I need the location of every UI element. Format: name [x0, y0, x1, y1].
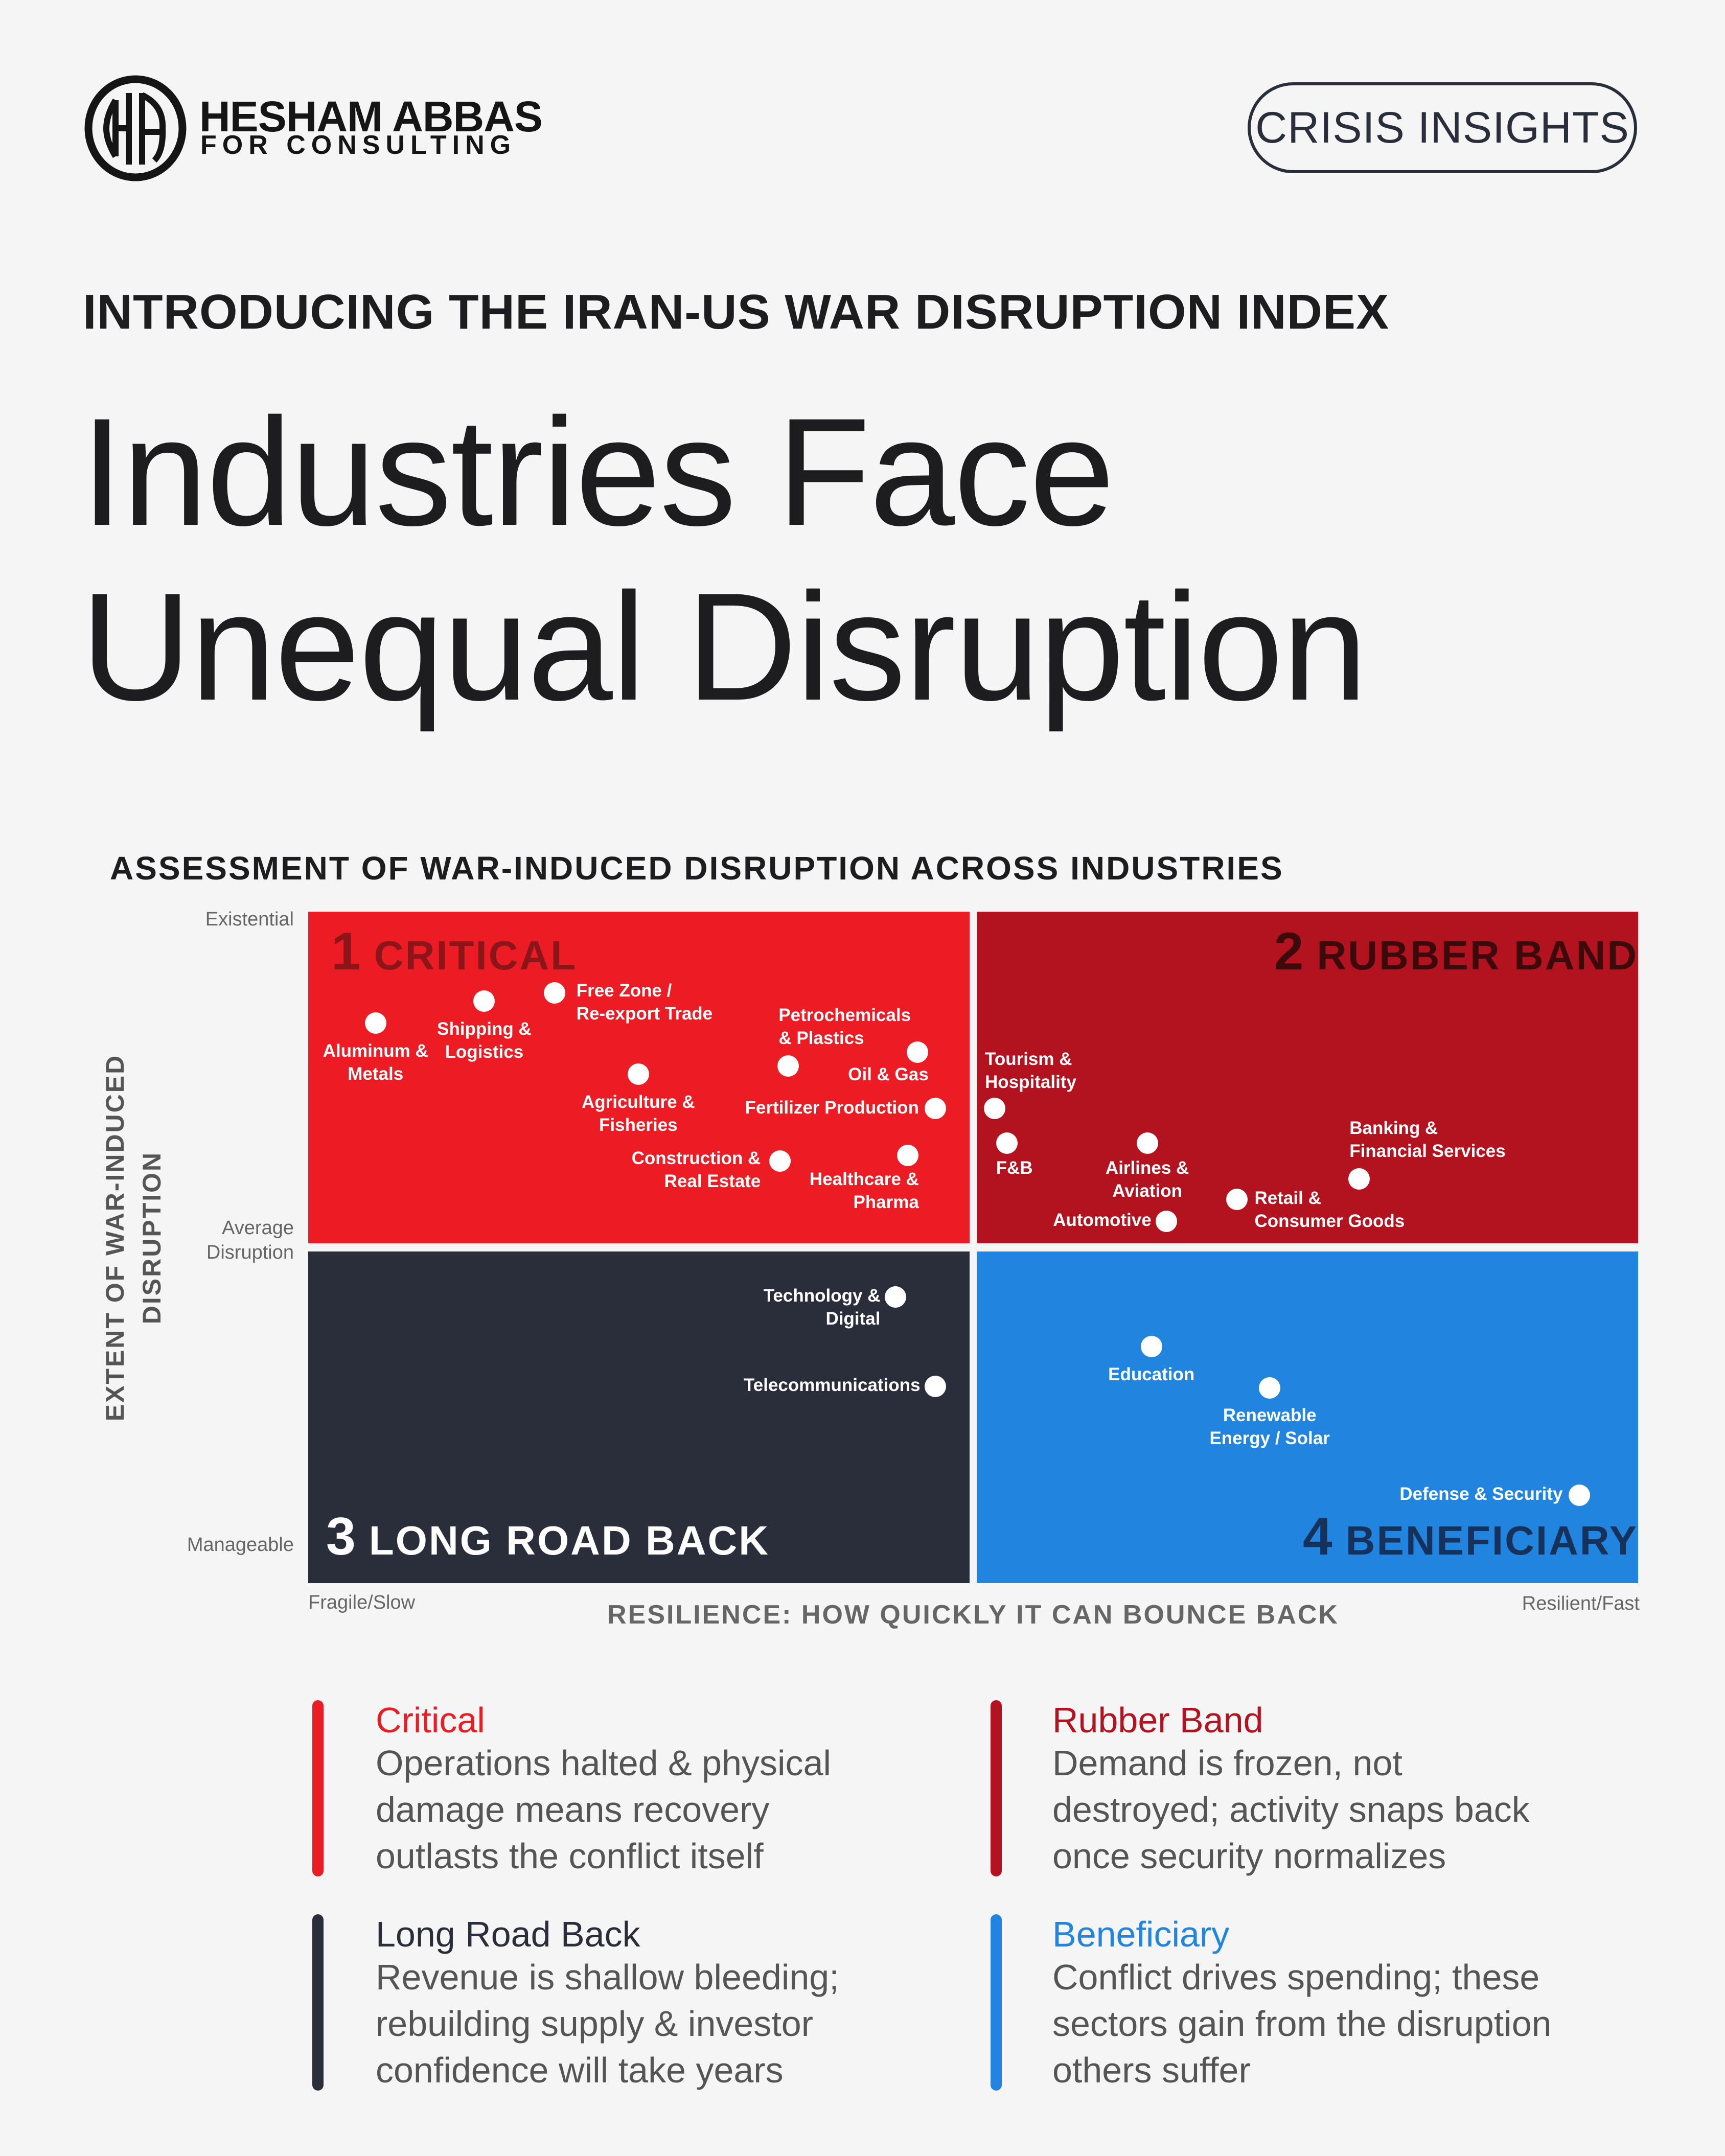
data-point-label: Education — [1108, 1364, 1195, 1384]
data-point-label: Fertilizer Production — [745, 1097, 919, 1118]
y-axis-title: EXTENT OF WAR-INDUCED DISRUPTION — [101, 1054, 166, 1422]
data-point-label: Petrochemicals & Plastics — [778, 1005, 911, 1049]
title-line-2: Unequal Disruption — [81, 561, 1367, 732]
data-point-label: Airlines & Aviation — [1105, 1157, 1189, 1201]
subtitle: INTRODUCING THE IRAN-US WAR DISRUPTION I… — [83, 285, 1390, 339]
quadrant-name: LONG ROAD BACK — [369, 1518, 770, 1563]
page-title: Industries Face Unequal Disruption — [81, 384, 1367, 734]
legend-description-long-road-back: Revenue is shallow bleeding; rebuilding … — [376, 1957, 839, 2090]
data-point — [983, 1098, 1005, 1120]
data-point-label: Tourism & Hospitality — [985, 1049, 1076, 1093]
data-point — [897, 1144, 919, 1166]
data-point — [925, 1375, 947, 1397]
data-point — [769, 1150, 791, 1172]
x-tick-right: Resilient/Fast — [1522, 1593, 1640, 1614]
legend-description-critical: Operations halted & physical damage mean… — [376, 1743, 832, 1876]
data-point-label: Technology & Digital — [763, 1286, 881, 1329]
legend-bar-long-road-back — [312, 1914, 324, 2091]
data-point — [473, 990, 495, 1012]
crisis-insights-badge: CRISIS INSIGHTS — [1248, 82, 1637, 173]
legend-bar-beneficiary — [991, 1914, 1002, 2091]
legend-title-critical: Critical — [376, 1700, 485, 1740]
data-point-label: F&B — [996, 1157, 1033, 1178]
data-point-label: Oil & Gas — [848, 1064, 929, 1084]
data-point-label: Aluminum & Metals — [323, 1041, 428, 1084]
quadrant-name: CRITICAL — [374, 933, 578, 978]
quadrant-label-beneficiary: 4 BENEFICIARY — [1303, 1510, 1638, 1563]
data-point — [1259, 1377, 1281, 1399]
data-point-label: Construction & Real Estate — [631, 1148, 761, 1192]
title-line-1: Industries Face — [81, 386, 1115, 558]
data-point — [1136, 1132, 1158, 1154]
x-tick-left: Fragile/Slow — [308, 1592, 416, 1613]
y-tick-top: Existential — [205, 909, 294, 930]
quadrant-name: BENEFICIARY — [1345, 1518, 1638, 1563]
legend-title-rubber-band: Rubber Band — [1052, 1700, 1263, 1740]
data-point — [1226, 1188, 1248, 1210]
data-point-label: Banking & Financial Services — [1349, 1118, 1506, 1161]
data-point — [364, 1012, 386, 1034]
quadrant-label-long-road-back: 3 LONG ROAD BACK — [326, 1510, 770, 1563]
quadrant-name: RUBBER BAND — [1317, 933, 1638, 978]
data-point — [1568, 1484, 1590, 1506]
data-point-label: Automotive — [1053, 1210, 1152, 1231]
data-point-label: Defense & Security — [1399, 1483, 1563, 1504]
data-point — [627, 1063, 649, 1085]
data-point — [885, 1286, 907, 1308]
data-point — [925, 1098, 947, 1120]
brand-name: HESHAM ABBAS — [199, 92, 543, 141]
data-point-label: Shipping & Logistics — [437, 1019, 532, 1062]
data-point — [907, 1041, 929, 1063]
legend-title-long-road-back: Long Road Back — [376, 1914, 640, 1954]
quadrant-label-critical: 1 CRITICAL — [331, 925, 577, 978]
data-point-label: Renewable Energy / Solar — [1209, 1405, 1330, 1449]
legend-title-beneficiary: Beneficiary — [1052, 1914, 1230, 1954]
data-point-label: Agriculture & Fisheries — [581, 1092, 695, 1135]
quadrant-number: 2 — [1274, 922, 1304, 981]
legend-bar-rubber-band — [991, 1700, 1002, 1876]
legend-description-beneficiary: Conflict drives spending; these sectors … — [1052, 1957, 1552, 2090]
quadrant-rubber-band — [977, 912, 1638, 1243]
data-point — [996, 1132, 1018, 1154]
y-tick-middle: Average Disruption — [206, 1217, 294, 1263]
logo-monogram-icon — [84, 75, 187, 181]
legend-bar-critical — [312, 1700, 324, 1876]
brand-tagline: FOR CONSULTING — [200, 130, 517, 160]
data-point-label: Healthcare & Pharma — [809, 1169, 919, 1212]
x-axis-title: RESILIENCE: HOW QUICKLY IT CAN BOUNCE BA… — [607, 1600, 1339, 1630]
data-point — [1156, 1210, 1178, 1232]
data-point — [543, 982, 565, 1004]
data-point — [777, 1055, 799, 1077]
data-point — [1140, 1335, 1162, 1357]
chart-title: ASSESSMENT OF WAR-INDUCED DISRUPTION ACR… — [110, 850, 1284, 887]
quadrant-number: 3 — [326, 1507, 356, 1566]
y-tick-bottom: Manageable — [187, 1534, 294, 1556]
data-point — [1348, 1168, 1370, 1190]
legend-description-rubber-band: Demand is frozen, not destroyed; activit… — [1052, 1743, 1530, 1876]
quadrant-label-rubber-band: 2 RUBBER BAND — [1274, 925, 1638, 978]
data-point-label: Free Zone / Re-export Trade — [576, 980, 713, 1024]
quadrant-number: 4 — [1302, 1507, 1332, 1566]
data-point-label: Telecommunications — [744, 1375, 921, 1396]
quadrant-long-road-back — [308, 1251, 970, 1583]
data-point-label: Retail & Consumer Goods — [1254, 1188, 1405, 1232]
quadrant-beneficiary — [977, 1251, 1638, 1583]
quadrant-number: 1 — [331, 922, 361, 981]
